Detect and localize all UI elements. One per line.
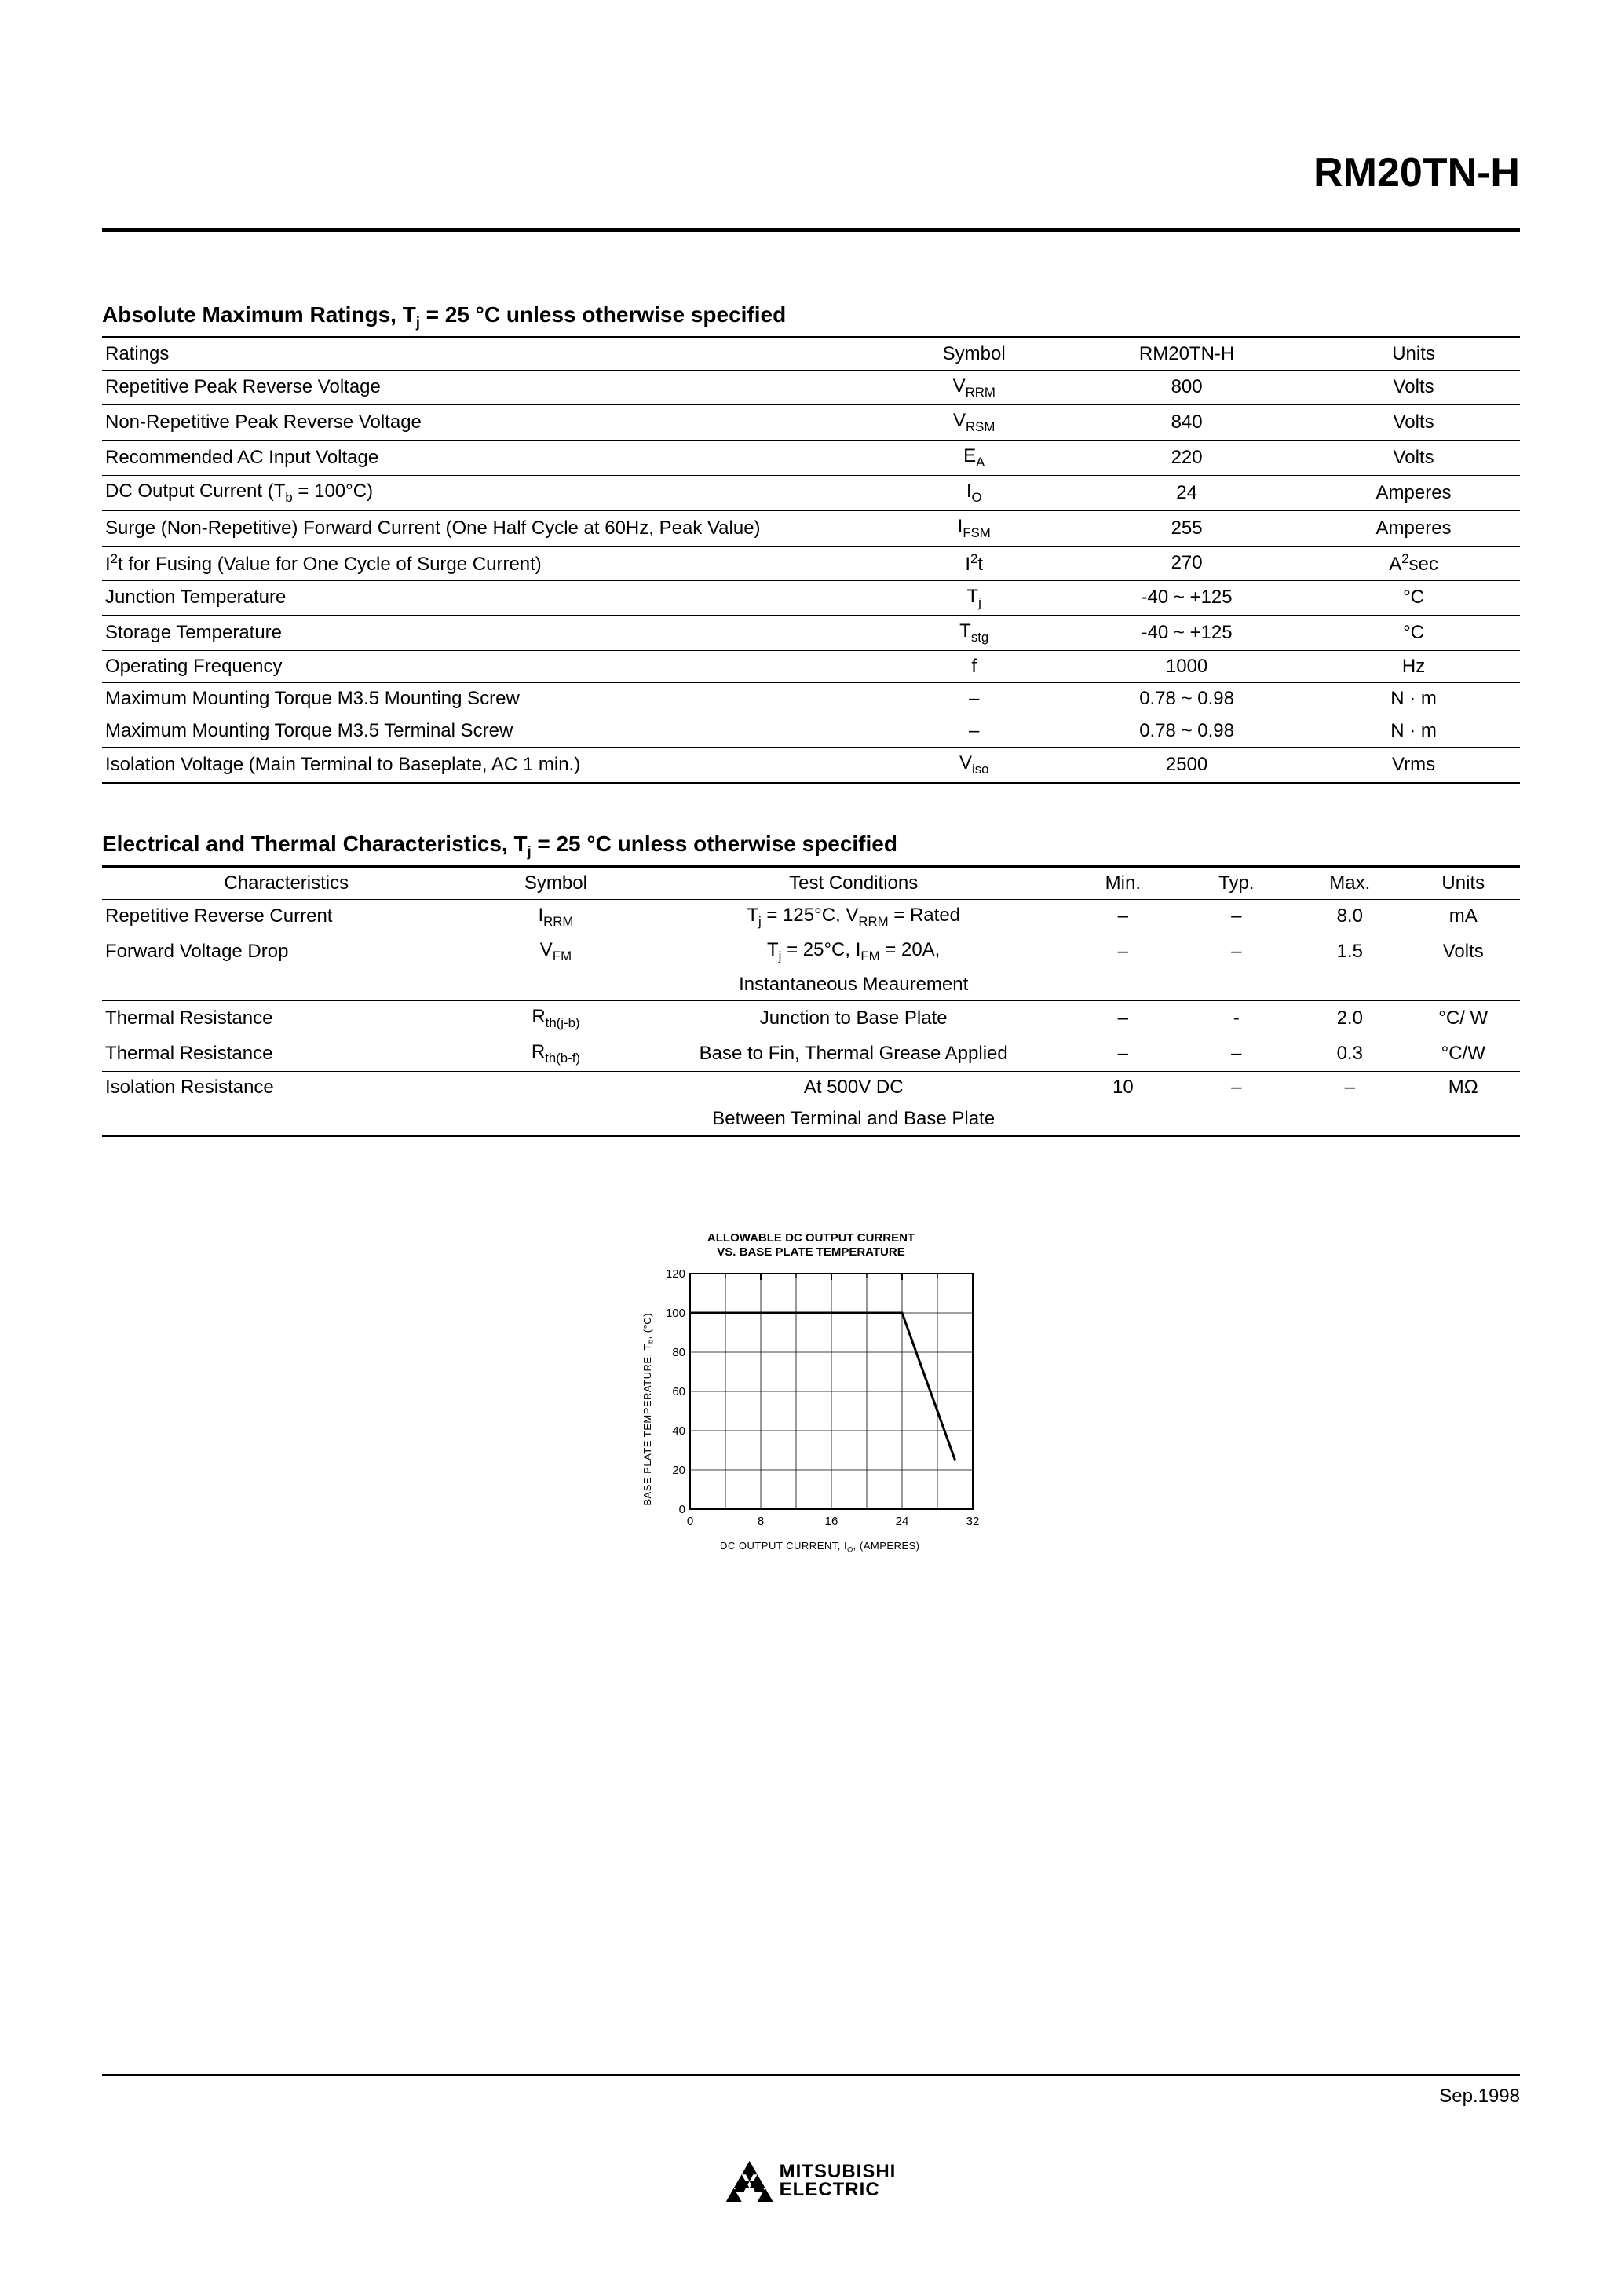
chart-xlabel: DC OUTPUT CURRENT, IO, (AMPERES) <box>659 1540 981 1554</box>
table-row: Surge (Non-Repetitive) Forward Current (… <box>102 510 1520 546</box>
table-row: Non-Repetitive Peak Reverse VoltageVRSM8… <box>102 405 1520 441</box>
table-row: Thermal ResistanceRth(b-f)Base to Fin, T… <box>102 1036 1520 1071</box>
chart-container: ALLOWABLE DC OUTPUT CURRENTVS. BASE PLAT… <box>102 1231 1520 1554</box>
svg-text:60: 60 <box>673 1385 686 1398</box>
table-row: I2t for Fusing (Value for One Cycle of S… <box>102 546 1520 580</box>
characteristics-table: Characteristics Symbol Test Conditions M… <box>102 865 1520 1137</box>
table-row: Operating Frequencyf1000Hz <box>102 651 1520 683</box>
svg-text:16: 16 <box>825 1515 838 1528</box>
footer-date: Sep.1998 <box>1439 2086 1520 2108</box>
section2-title: Electrical and Thermal Characteristics, … <box>102 832 1520 861</box>
svg-text:40: 40 <box>673 1424 686 1438</box>
col-units2: Units <box>1407 866 1521 899</box>
col-ratings: Ratings <box>102 337 882 370</box>
table-row: Maximum Mounting Torque M3.5 Terminal Sc… <box>102 715 1520 748</box>
table-row: Isolation Voltage (Main Terminal to Base… <box>102 748 1520 784</box>
derating-chart: 0 8 16 24 32 0 20 40 60 80 100 120 <box>659 1266 981 1533</box>
table-row: Forward Voltage DropVFMTj = 25°C, IFM = … <box>102 934 1520 969</box>
table-row: Maximum Mounting Torque M3.5 Mounting Sc… <box>102 683 1520 715</box>
col-symbol: Symbol <box>882 337 1066 370</box>
svg-text:20: 20 <box>673 1464 686 1477</box>
table-row: Between Terminal and Base Plate <box>102 1103 1520 1136</box>
col-char: Characteristics <box>102 866 471 899</box>
table-row: Repetitive Reverse CurrentIRRMTj = 125°C… <box>102 899 1520 934</box>
table-row: Storage TemperatureTstg-40 ~ +125°C <box>102 616 1520 651</box>
part-number: RM20TN-H <box>102 149 1520 196</box>
col-sym2: Symbol <box>471 866 641 899</box>
table-row: Recommended AC Input VoltageEA220Volts <box>102 441 1520 476</box>
svg-text:120: 120 <box>666 1267 685 1281</box>
footer-rule <box>102 2074 1520 2076</box>
mitsubishi-logo: MITSUBISHI ELECTRIC <box>726 2161 897 2202</box>
svg-text:8: 8 <box>758 1515 764 1528</box>
table-row: Isolation ResistanceAt 500V DC10––MΩ <box>102 1071 1520 1103</box>
col-value: RM20TN-H <box>1066 337 1307 370</box>
col-cond: Test Conditions <box>641 866 1066 899</box>
table-row: DC Output Current (Tb = 100°C)IO24Ampere… <box>102 475 1520 510</box>
header-rule <box>102 228 1520 232</box>
svg-text:32: 32 <box>966 1515 980 1528</box>
col-max: Max. <box>1293 866 1406 899</box>
chart-ylabel: BASE PLATE TEMPERATURE, Tb, (°C) <box>641 1313 655 1506</box>
mitsubishi-logo-icon <box>726 2161 773 2202</box>
col-units: Units <box>1307 337 1520 370</box>
table-row: Junction TemperatureTj-40 ~ +125°C <box>102 580 1520 616</box>
table-row: Instantaneous Meaurement <box>102 969 1520 1001</box>
table-row: Thermal ResistanceRth(j-b)Junction to Ba… <box>102 1001 1520 1036</box>
mitsubishi-logo-text: MITSUBISHI ELECTRIC <box>780 2163 897 2199</box>
section1-title: Absolute Maximum Ratings, Tj = 25 °C unl… <box>102 302 1520 331</box>
svg-text:0: 0 <box>687 1515 693 1528</box>
svg-text:80: 80 <box>673 1346 686 1359</box>
svg-text:100: 100 <box>666 1307 685 1320</box>
svg-text:0: 0 <box>679 1503 685 1516</box>
table-row: Repetitive Peak Reverse VoltageVRRM800Vo… <box>102 370 1520 405</box>
ratings-table: Ratings Symbol RM20TN-H Units Repetitive… <box>102 336 1520 784</box>
col-min: Min. <box>1066 866 1179 899</box>
svg-text:24: 24 <box>896 1515 909 1528</box>
col-typ: Typ. <box>1180 866 1293 899</box>
ratings-header-row: Ratings Symbol RM20TN-H Units <box>102 337 1520 370</box>
chart-title: ALLOWABLE DC OUTPUT CURRENTVS. BASE PLAT… <box>641 1231 981 1260</box>
char-header-row: Characteristics Symbol Test Conditions M… <box>102 866 1520 899</box>
